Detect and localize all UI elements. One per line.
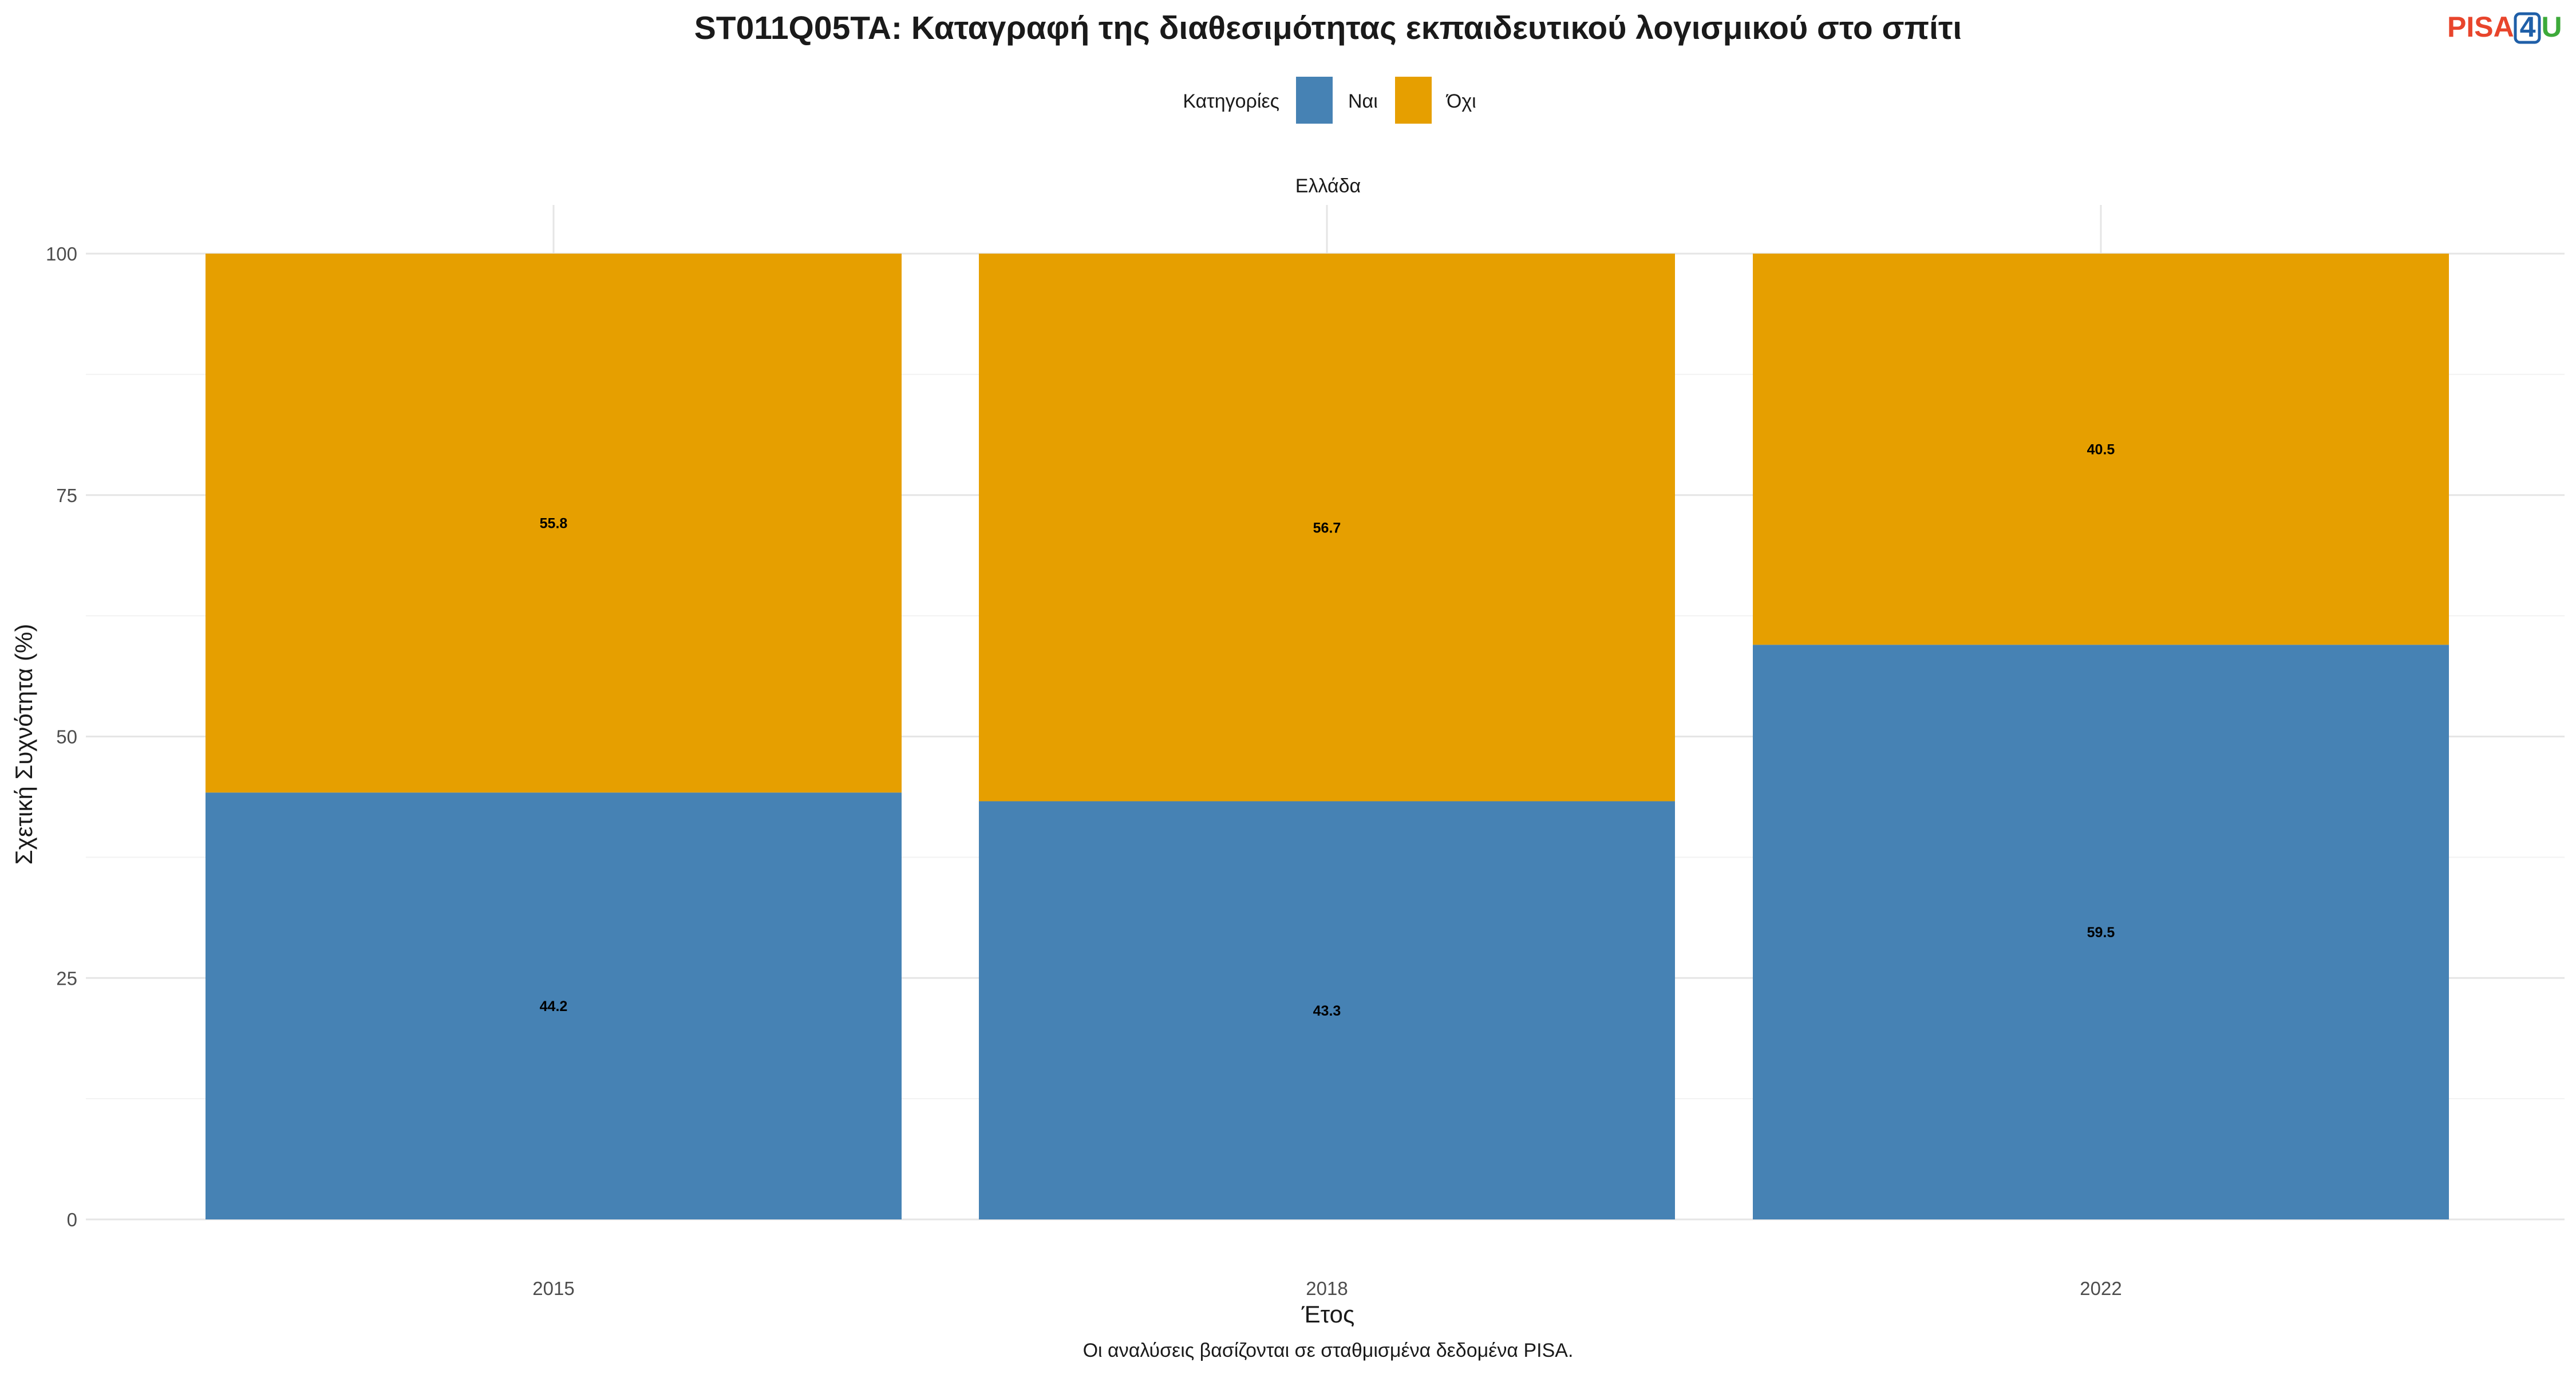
bar-2015-Όχι [206,254,902,793]
y-tick-label: 75 [56,485,77,506]
x-tick-label: 2022 [2080,1278,2121,1299]
legend-key [1296,77,1333,124]
data-label: 44.2 [540,998,568,1014]
y-axis-title: Σχετική Συχνότητα (%) [10,624,37,865]
x-axis-ticks: 2015 2018 2022 [532,1278,2121,1299]
y-tick-label: 25 [56,968,77,989]
y-axis-ticks: 0 25 50 75 100 [46,243,77,1230]
data-label: 40.5 [2087,442,2115,458]
bar-2018-Ναι [979,801,1675,1219]
logo-part-u: U [2542,11,2562,43]
data-label: 56.7 [1313,520,1341,536]
legend-label: Ναι [1348,90,1378,112]
y-tick-label: 50 [56,727,77,748]
pisa4u-logo: PISA 4 U [2447,11,2562,44]
y-tick-label: 0 [67,1209,77,1230]
data-label: 59.5 [2087,925,2115,941]
data-label: 55.8 [540,516,568,532]
y-tick-label: 100 [46,243,77,264]
bars [206,254,2449,1219]
logo-part-4: 4 [2520,11,2536,43]
bar-2015-Ναι [206,792,902,1219]
legend-key [1395,77,1432,124]
legend-title: Κατηγορίες [1183,90,1279,112]
bar-2022-Όχι [1753,254,2449,645]
bar-2022-Ναι [1753,645,2449,1219]
data-labels: 44.2 55.8 43.3 56.7 59.5 40.5 [540,442,2115,1019]
data-label: 43.3 [1313,1003,1341,1019]
facet-label: Ελλάδα [1295,175,1361,197]
bar-2018-Όχι [979,254,1675,802]
caption: Οι αναλύσεις βασίζονται σε σταθμισμένα δ… [1083,1340,1574,1361]
chart-title: ST011Q05TA: Καταγραφή της διαθεσιμότητας… [694,10,1962,46]
legend: Κατηγορίες Ναι Όχι [1183,77,1476,124]
logo-part-pisa: PISA [2447,11,2514,43]
legend-label: Όχι [1445,90,1476,112]
x-tick-label: 2018 [1306,1278,1348,1299]
x-tick-label: 2015 [532,1278,574,1299]
x-axis-title: Έτος [1301,1301,1355,1328]
logo-box [2514,12,2541,44]
